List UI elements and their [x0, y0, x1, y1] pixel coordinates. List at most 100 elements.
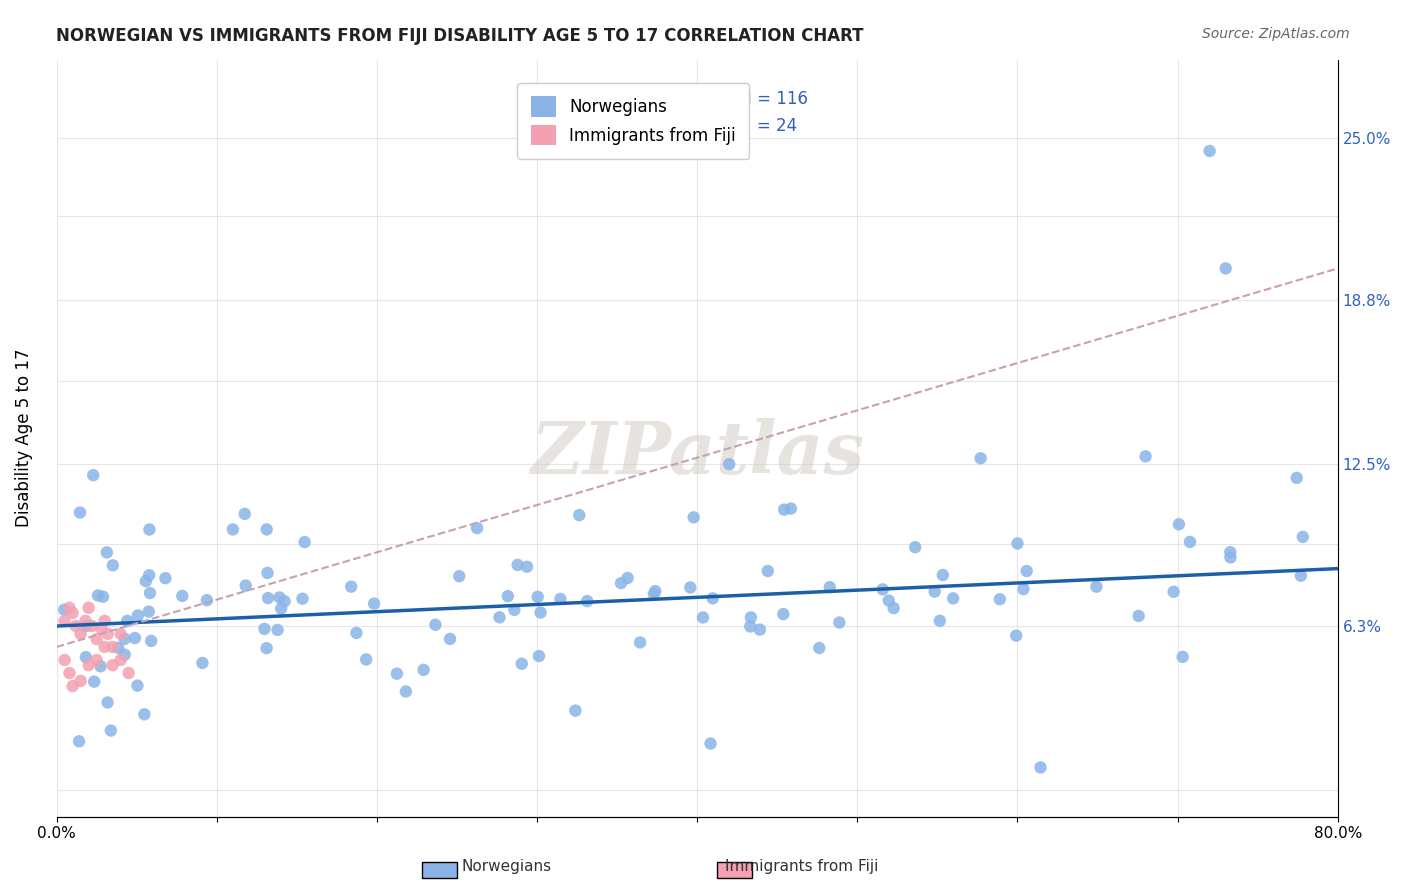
- Norwegians: [872, 582, 894, 597]
- Immigrants from Fiji: [69, 673, 91, 688]
- Norwegians: [1015, 564, 1038, 578]
- Norwegians: [127, 679, 149, 693]
- Norwegians: [510, 657, 533, 671]
- Immigrants from Fiji: [75, 614, 97, 628]
- Norwegians: [988, 592, 1011, 607]
- Norwegians: [141, 633, 163, 648]
- Immigrants from Fiji: [86, 632, 108, 646]
- Norwegians: [1029, 760, 1052, 774]
- Norwegians: [425, 617, 447, 632]
- Norwegians: [385, 666, 408, 681]
- Norwegians: [233, 507, 256, 521]
- Immigrants from Fiji: [53, 614, 76, 628]
- Norwegians: [740, 610, 762, 624]
- Norwegians: [679, 581, 702, 595]
- Norwegians: [1285, 471, 1308, 485]
- Norwegians: [1012, 582, 1035, 596]
- Norwegians: [1163, 584, 1185, 599]
- Text: Norwegians: Norwegians: [461, 859, 551, 874]
- Norwegians: [942, 591, 965, 606]
- Norwegians: [1085, 580, 1108, 594]
- Norwegians: [222, 523, 245, 537]
- Norwegians: [114, 632, 136, 646]
- Immigrants from Fiji: [69, 627, 91, 641]
- Norwegians: [139, 586, 162, 600]
- Norwegians: [1219, 550, 1241, 565]
- Norwegians: [616, 571, 638, 585]
- Norwegians: [564, 704, 586, 718]
- Norwegians: [644, 584, 666, 599]
- Norwegians: [756, 564, 779, 578]
- Norwegians: [692, 610, 714, 624]
- Norwegians: [75, 650, 97, 665]
- Norwegians: [488, 610, 510, 624]
- Norwegians: [138, 523, 160, 537]
- Norwegians: [682, 510, 704, 524]
- Norwegians: [780, 501, 803, 516]
- Immigrants from Fiji: [110, 653, 132, 667]
- Immigrants from Fiji: [65, 619, 87, 633]
- Text: R = 0.154   N = 24: R = 0.154 N = 24: [640, 117, 797, 136]
- Norwegians: [75, 619, 97, 633]
- Norwegians: [235, 579, 257, 593]
- Norwegians: [91, 590, 114, 604]
- Norwegians: [97, 696, 120, 710]
- Norwegians: [269, 591, 291, 605]
- Norwegians: [740, 619, 762, 633]
- Norwegians: [172, 589, 194, 603]
- Norwegians: [273, 594, 295, 608]
- Norwegians: [928, 614, 950, 628]
- Norwegians: [526, 590, 548, 604]
- Immigrants from Fiji: [101, 640, 124, 654]
- Norwegians: [191, 656, 214, 670]
- Immigrants from Fiji: [58, 600, 80, 615]
- Norwegians: [465, 521, 488, 535]
- Norwegians: [138, 568, 160, 582]
- Norwegians: [568, 508, 591, 522]
- Norwegians: [529, 606, 551, 620]
- Norwegians: [496, 589, 519, 603]
- Immigrants from Fiji: [118, 666, 141, 681]
- Norwegians: [1289, 568, 1312, 582]
- Norwegians: [127, 608, 149, 623]
- Text: Source: ZipAtlas.com: Source: ZipAtlas.com: [1202, 27, 1350, 41]
- Norwegians: [877, 593, 900, 607]
- Norwegians: [924, 584, 946, 599]
- Norwegians: [1167, 517, 1189, 532]
- Norwegians: [550, 591, 572, 606]
- Norwegians: [83, 674, 105, 689]
- Norwegians: [506, 558, 529, 572]
- Norwegians: [1198, 144, 1220, 158]
- Norwegians: [718, 457, 741, 471]
- Norwegians: [134, 707, 156, 722]
- Immigrants from Fiji: [93, 640, 115, 654]
- Norwegians: [1171, 649, 1194, 664]
- Norwegians: [818, 580, 841, 594]
- Norwegians: [344, 626, 367, 640]
- Immigrants from Fiji: [58, 666, 80, 681]
- Norwegians: [340, 580, 363, 594]
- Norwegians: [932, 568, 955, 582]
- Immigrants from Fiji: [90, 622, 112, 636]
- Norwegians: [115, 614, 138, 628]
- Norwegians: [256, 523, 278, 537]
- Norwegians: [53, 603, 76, 617]
- Norwegians: [1292, 530, 1315, 544]
- Norwegians: [969, 451, 991, 466]
- Immigrants from Fiji: [77, 600, 100, 615]
- Norwegians: [503, 603, 526, 617]
- Norwegians: [412, 663, 434, 677]
- Norwegians: [82, 468, 104, 483]
- Text: NORWEGIAN VS IMMIGRANTS FROM FIJI DISABILITY AGE 5 TO 17 CORRELATION CHART: NORWEGIAN VS IMMIGRANTS FROM FIJI DISABI…: [56, 27, 863, 45]
- Norwegians: [256, 566, 278, 580]
- Immigrants from Fiji: [62, 679, 84, 693]
- Norwegians: [354, 652, 377, 666]
- Norwegians: [266, 623, 288, 637]
- Immigrants from Fiji: [53, 653, 76, 667]
- Norwegians: [883, 601, 905, 615]
- Norwegians: [87, 589, 110, 603]
- Norwegians: [257, 591, 280, 606]
- Norwegians: [772, 607, 794, 621]
- Legend: Norwegians, Immigrants from Fiji: Norwegians, Immigrants from Fiji: [517, 83, 749, 159]
- Immigrants from Fiji: [77, 658, 100, 673]
